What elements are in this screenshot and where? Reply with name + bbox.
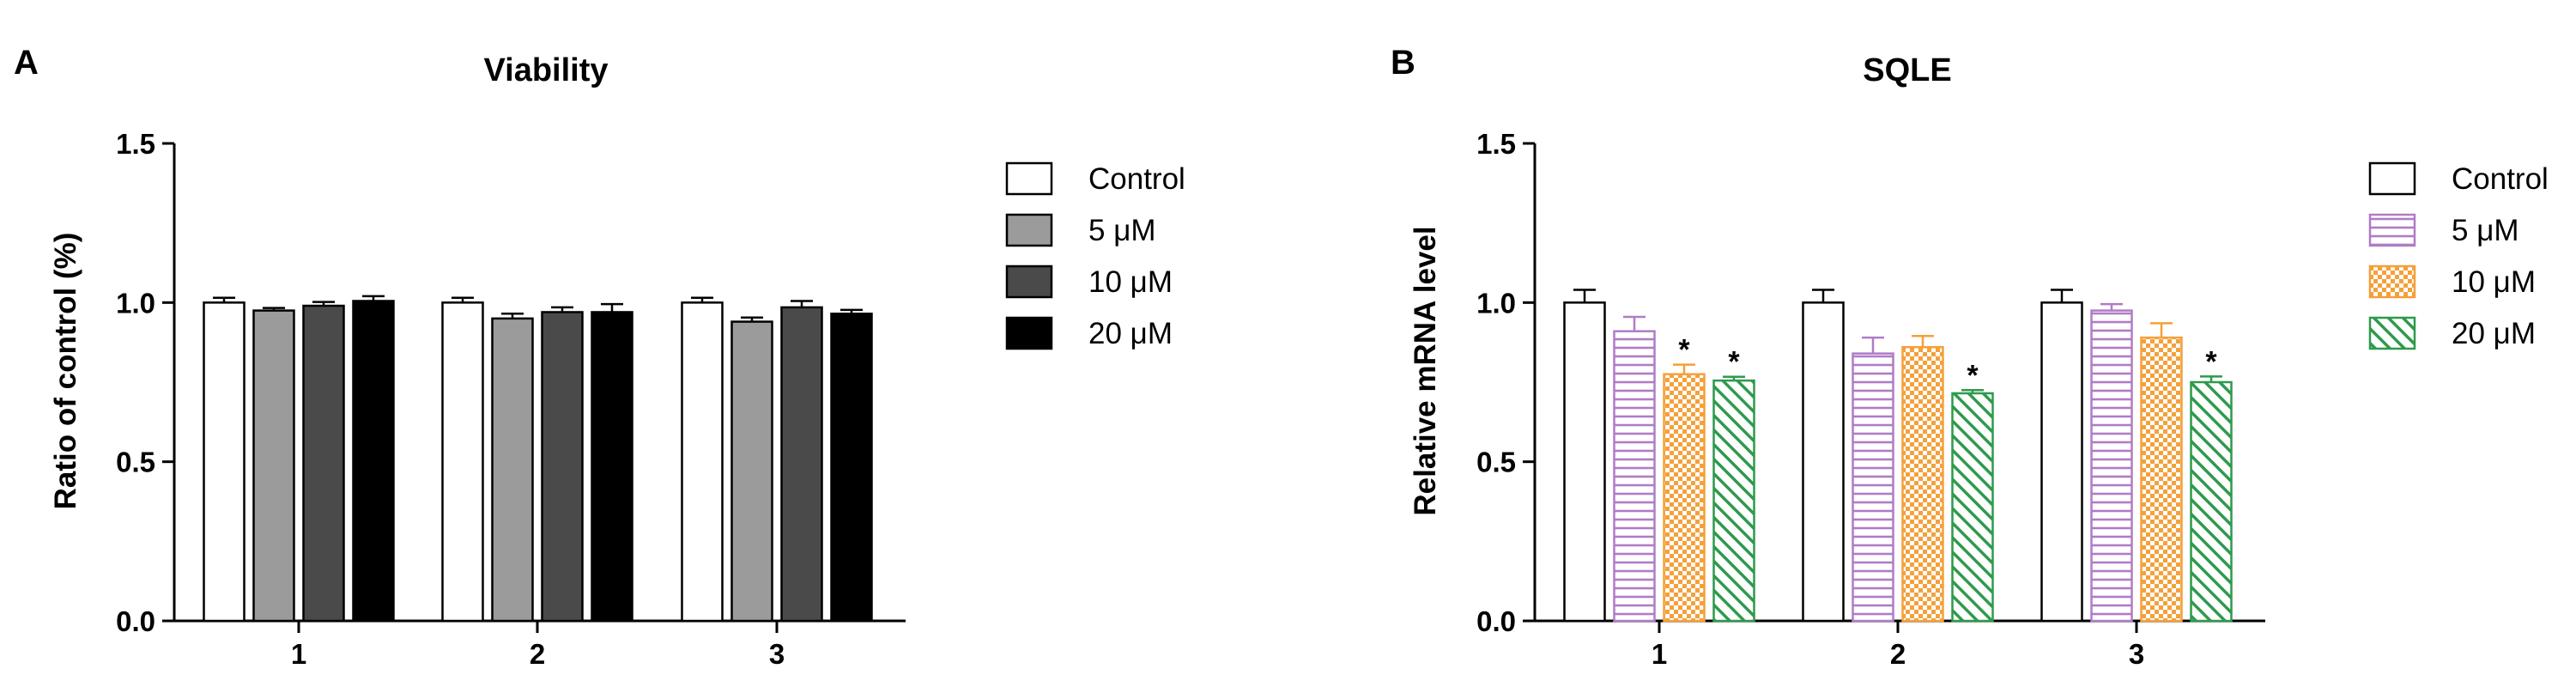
bar [441, 301, 484, 623]
x-tick-label: 3 [769, 638, 785, 670]
legend-swatch [2368, 161, 2416, 196]
y-tick-label: 0.5 [1476, 447, 1516, 478]
legend-label: 20 μM [1088, 317, 1173, 350]
legend-swatch [1005, 264, 1053, 299]
x-tick-label: 1 [1652, 638, 1667, 670]
bar [591, 311, 633, 623]
bar [2090, 309, 2133, 623]
bar [302, 304, 345, 623]
legend-label: Control [1088, 162, 1185, 196]
panel-b: B SQLE Relative mRNA level 0.0 0.5 1.0 1.5 1… [1391, 44, 2549, 670]
bar [2140, 336, 2183, 623]
x-tick-label: 1 [291, 638, 306, 670]
bar [830, 313, 873, 623]
chart-title: Viability [483, 52, 608, 88]
bars: * * * * [1563, 289, 2233, 623]
y-axis-label: Relative mRNA level [1409, 226, 1442, 515]
panel-label: B [1391, 44, 1415, 82]
legend-label: 5 μM [1088, 214, 1156, 247]
bar [1563, 301, 1606, 623]
legend-label: 5 μM [2452, 214, 2519, 247]
significance-star: * [1728, 346, 1740, 379]
bar [681, 301, 724, 623]
y-tick-label: 1.0 [116, 287, 155, 319]
significance-star: * [1967, 359, 1979, 392]
legend-label: 20 μM [2452, 317, 2536, 350]
bar [252, 309, 295, 623]
bar [1951, 392, 1994, 623]
x-tick-label: 3 [2129, 638, 2144, 670]
bar [2040, 301, 2083, 623]
y-tick-label: 1.5 [116, 128, 155, 160]
bars [203, 295, 873, 623]
legend-swatch [1005, 213, 1053, 247]
bar [541, 311, 584, 623]
legend-swatch [2368, 264, 2416, 299]
bar [1852, 352, 1894, 623]
panel-label: A [14, 44, 39, 82]
y-axis-label: Ratio of control (%) [49, 233, 82, 510]
y-tick-label: 1.5 [1476, 128, 1516, 160]
bar [780, 306, 823, 623]
significance-star: * [1678, 334, 1690, 367]
legend-swatch [1005, 316, 1053, 350]
legend-label: 10 μM [1088, 265, 1173, 299]
bar [491, 317, 534, 623]
bar [1663, 373, 1706, 623]
bar [1802, 301, 1845, 623]
y-tick-label: 0.0 [116, 605, 155, 637]
bar [1901, 345, 1944, 623]
axes: 0.0 0.5 1.0 1.5 1 2 3 [116, 128, 906, 670]
legend: Control 5 μM 10 μM 20 μM [1005, 161, 1185, 350]
x-tick-label: 2 [530, 638, 545, 670]
y-tick-label: 0.0 [1476, 605, 1516, 637]
legend-label: 10 μM [2452, 265, 2536, 299]
bar [1613, 330, 1656, 623]
y-tick-label: 0.5 [116, 447, 155, 478]
axes: 0.0 0.5 1.0 1.5 1 2 3 [1476, 128, 2265, 670]
bar [203, 301, 245, 623]
y-tick-label: 1.0 [1476, 287, 1516, 319]
panel-a: A Viability Ratio of control (%) 0.0 0.5 1… [14, 44, 1185, 670]
bar [352, 300, 395, 623]
legend-swatch [1005, 161, 1053, 196]
legend-swatch [2368, 213, 2416, 247]
legend-label: Control [2452, 162, 2549, 196]
bar [2190, 380, 2233, 623]
bar [1712, 379, 1755, 623]
chart-title: SQLE [1863, 52, 1951, 88]
bar [730, 320, 773, 623]
legend: Control 5 μM 10 μM 20 μM [2368, 161, 2549, 350]
significance-star: * [2205, 345, 2217, 378]
x-tick-label: 2 [1890, 638, 1906, 670]
legend-swatch [2368, 316, 2416, 350]
